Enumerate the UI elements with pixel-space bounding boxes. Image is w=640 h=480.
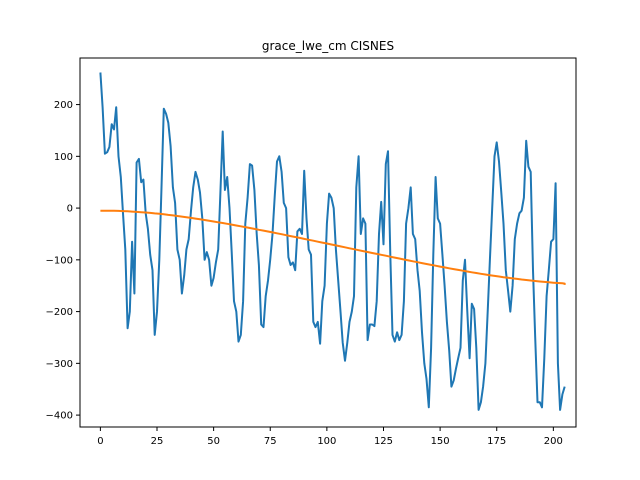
x-tick-label: 150 bbox=[431, 436, 450, 447]
y-tick-label: −400 bbox=[46, 411, 73, 422]
series-layer bbox=[99, 72, 566, 411]
x-tick-label: 25 bbox=[151, 436, 164, 447]
x-tick-label: 100 bbox=[317, 436, 336, 447]
y-tick-label: −200 bbox=[46, 307, 73, 318]
x-tick-label: 75 bbox=[264, 436, 277, 447]
y-tick-label: 200 bbox=[54, 100, 73, 111]
y-tick-label: −100 bbox=[46, 255, 73, 266]
plot-frame bbox=[79, 57, 577, 428]
x-tick-label: 125 bbox=[374, 436, 393, 447]
x-tick-label: 200 bbox=[544, 436, 563, 447]
y-axis: −400 −300 −200 −100 0 100 200 bbox=[46, 100, 80, 422]
x-tick-label: 175 bbox=[487, 436, 506, 447]
chart-title: grace_lwe_cm CISNES bbox=[262, 39, 394, 53]
x-tick-label: 0 bbox=[97, 436, 103, 447]
x-tick-label: 50 bbox=[207, 436, 220, 447]
y-tick-label: 0 bbox=[67, 204, 73, 215]
y-tick-label: −300 bbox=[46, 359, 73, 370]
x-axis: 0 25 50 75 100 125 150 175 200 bbox=[97, 427, 563, 447]
series-line-2 bbox=[100, 209, 566, 286]
series-line-1 bbox=[99, 72, 566, 411]
y-tick-label: 100 bbox=[54, 152, 73, 163]
